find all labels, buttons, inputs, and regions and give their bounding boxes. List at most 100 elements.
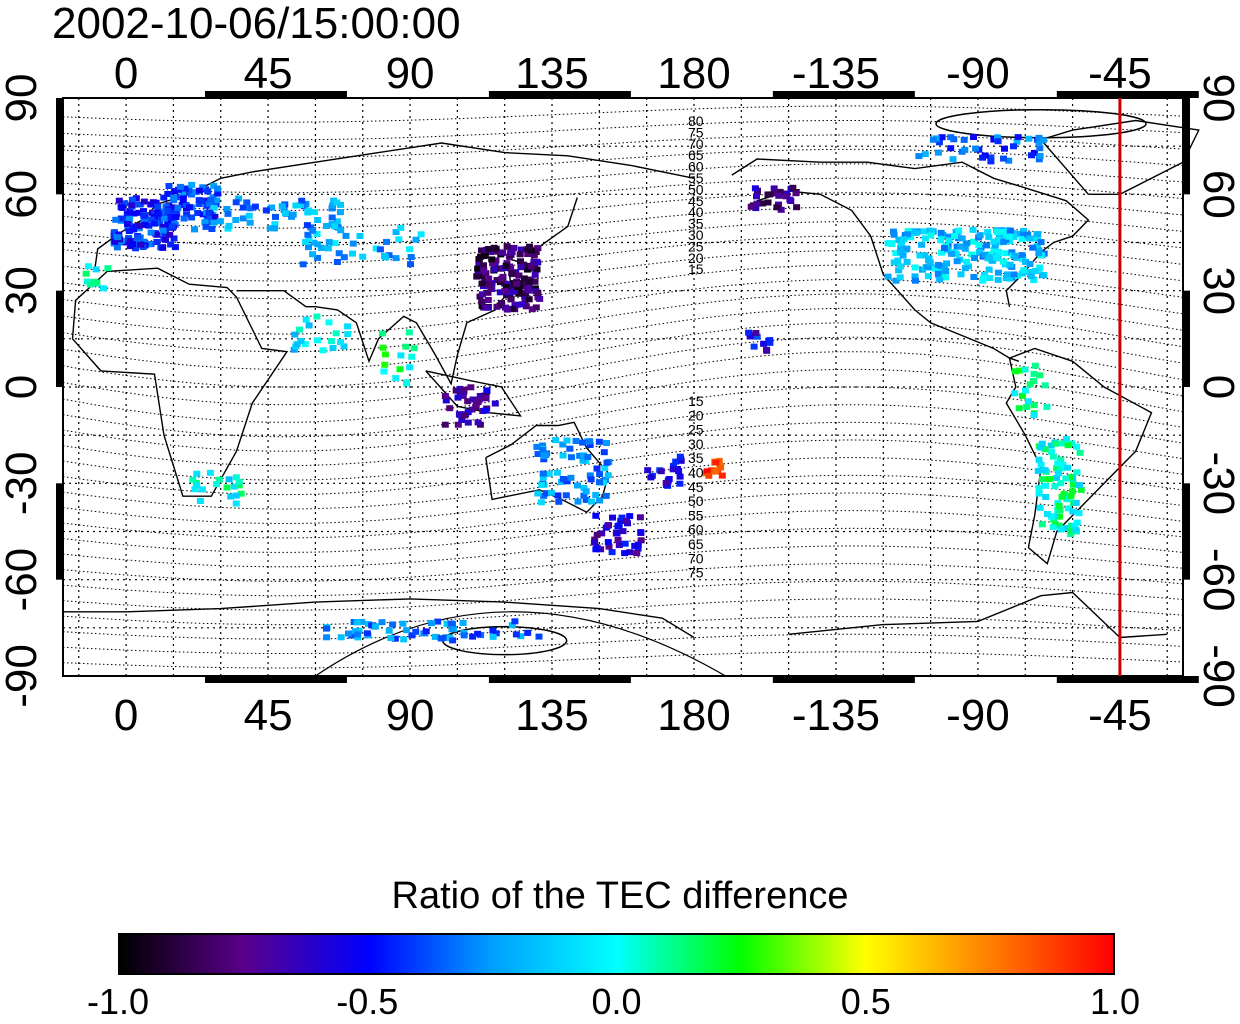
tec-data-cell xyxy=(1062,475,1070,482)
tec-data-cell xyxy=(985,234,993,241)
tec-data-cell xyxy=(958,235,966,242)
tec-data-cell xyxy=(1064,464,1071,471)
mlat-contour xyxy=(62,616,1184,640)
tec-data-cell xyxy=(396,366,404,373)
tec-data-cell xyxy=(1010,233,1018,240)
tec-data-cell xyxy=(1072,526,1080,533)
tec-data-cell xyxy=(516,251,524,258)
tec-data-cell xyxy=(1057,465,1065,472)
tec-data-cell xyxy=(949,156,957,163)
tec-data-cell xyxy=(911,264,919,271)
tec-data-cell xyxy=(397,352,405,359)
tec-data-cell xyxy=(301,341,309,348)
tec-data-cell xyxy=(554,492,562,499)
tec-data-cell xyxy=(344,323,352,330)
tec-data-cell xyxy=(191,486,199,493)
tec-data-cell xyxy=(204,188,212,195)
tec-data-cell xyxy=(82,270,90,277)
tec-data-cell xyxy=(600,449,608,456)
tec-data-cell xyxy=(130,226,137,233)
tec-data-cell xyxy=(951,233,959,239)
contour-label: 65 xyxy=(688,536,704,552)
tec-data-cell xyxy=(211,213,219,220)
tec-data-cell xyxy=(1035,490,1043,497)
tec-data-cell xyxy=(1019,392,1026,399)
tec-data-cell xyxy=(745,329,753,336)
tec-data-cell xyxy=(379,344,387,351)
contour-label: 35 xyxy=(688,216,704,232)
tec-data-cell xyxy=(272,213,279,220)
tec-data-cell xyxy=(271,225,278,232)
tec-data-cell xyxy=(147,216,155,223)
tec-data-cell xyxy=(492,245,500,252)
tec-data-cell xyxy=(135,209,143,216)
tec-data-cell xyxy=(931,265,939,272)
tec-data-cell xyxy=(247,205,255,212)
tec-data-cell xyxy=(188,191,195,198)
tec-data-cell xyxy=(598,530,606,537)
tec-data-cell xyxy=(580,492,588,499)
tec-data-cell xyxy=(1000,155,1007,162)
tec-data-cell xyxy=(534,289,542,296)
tec-data-cell xyxy=(372,245,380,252)
tec-data-cell xyxy=(559,452,567,459)
tec-data-cell xyxy=(1026,235,1034,242)
tec-data-cell xyxy=(617,517,625,524)
tec-data-cell xyxy=(970,274,978,280)
top-axis-bar xyxy=(772,91,915,98)
tec-data-cell xyxy=(128,196,136,203)
contour-label: 50 xyxy=(688,181,704,197)
mlat-contour xyxy=(62,351,1184,423)
tec-data-cell xyxy=(626,513,634,520)
mlat-contour xyxy=(62,386,1184,452)
tec-data-cell xyxy=(302,316,310,323)
tec-data-cell xyxy=(1068,527,1076,534)
tec-data-cell xyxy=(579,457,587,464)
tec-data-cell xyxy=(590,539,598,546)
contour-label: 35 xyxy=(688,450,704,466)
tec-data-cell xyxy=(447,620,455,627)
tec-data-cell xyxy=(1038,440,1046,447)
tec-data-cell xyxy=(614,536,622,543)
tec-data-cell xyxy=(934,270,942,277)
tec-data-cell xyxy=(981,272,988,278)
tec-data-cell xyxy=(378,330,386,337)
tec-data-cell xyxy=(331,240,339,247)
mlat-contour xyxy=(62,322,1184,388)
tec-data-cell xyxy=(533,443,541,450)
tec-data-cell xyxy=(225,476,233,483)
tec-data-cell xyxy=(381,361,389,368)
tec-data-cell xyxy=(474,419,482,426)
tec-data-cell xyxy=(545,470,553,477)
tec-data-cell xyxy=(672,458,680,465)
tec-data-cell xyxy=(986,275,994,281)
tec-data-cell xyxy=(147,229,155,236)
tec-data-cell xyxy=(621,550,629,557)
tec-data-cell xyxy=(1049,524,1057,531)
tec-data-cell xyxy=(406,364,414,371)
tec-data-cell xyxy=(205,200,213,207)
tec-data-cell xyxy=(484,297,492,303)
tec-data-cell xyxy=(400,636,408,643)
tec-data-cell xyxy=(508,270,516,277)
tec-data-cell xyxy=(633,550,641,557)
right-latitude-tick: -90 xyxy=(1194,644,1240,708)
tec-data-cell xyxy=(524,251,532,257)
tec-data-cell xyxy=(325,319,333,326)
tec-data-cell xyxy=(319,347,327,354)
tec-data-cell xyxy=(676,480,684,487)
tec-data-cell xyxy=(484,289,492,296)
tec-data-cell xyxy=(186,204,194,211)
tec-data-cell xyxy=(1020,267,1028,274)
tec-data-cell xyxy=(383,238,390,245)
tec-data-cell xyxy=(525,278,533,285)
tec-data-cell xyxy=(459,620,467,626)
tec-data-cell xyxy=(232,492,240,499)
tec-data-cell xyxy=(385,627,393,634)
left-axis-bar xyxy=(56,483,63,580)
tec-data-cell xyxy=(760,340,768,347)
tec-data-cell xyxy=(311,209,318,216)
tec-data-cell xyxy=(511,288,518,295)
tec-data-cell xyxy=(506,263,514,270)
tec-data-cell xyxy=(509,305,517,312)
